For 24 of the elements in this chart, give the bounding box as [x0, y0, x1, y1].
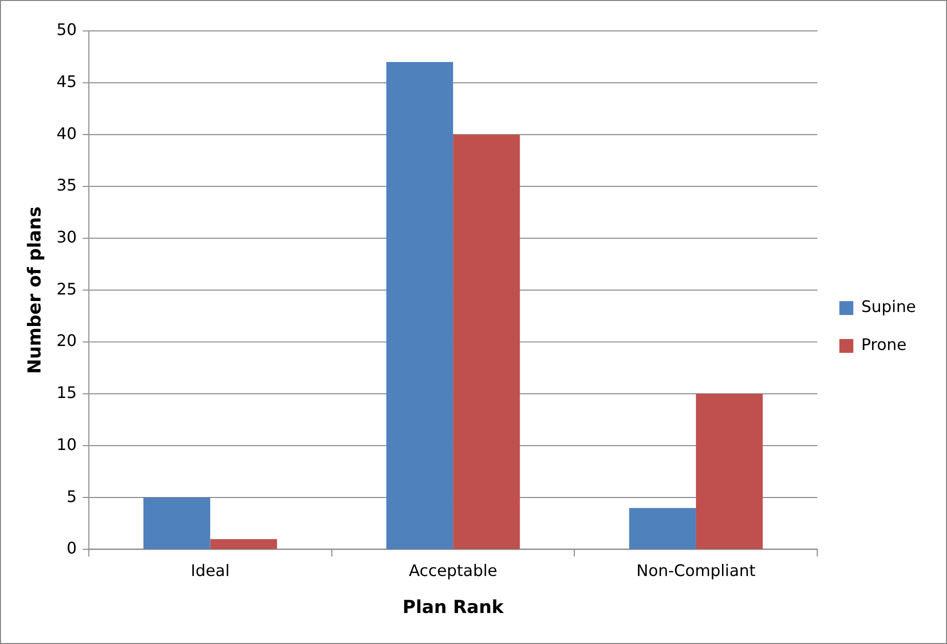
- y-axis-title: Number of plans: [24, 206, 46, 374]
- legend-label: Prone: [861, 335, 907, 354]
- bar: [453, 134, 520, 549]
- bar: [386, 62, 454, 549]
- x-axis-title: Plan Rank: [402, 596, 505, 618]
- legend-label: Supine: [861, 297, 916, 316]
- y-tick-label: 15: [56, 383, 77, 402]
- x-tick-label: Ideal: [190, 561, 230, 580]
- y-tick-label: 40: [56, 124, 77, 143]
- bar: [629, 508, 696, 549]
- y-tick-label: 25: [56, 279, 77, 298]
- y-tick-label: 20: [56, 331, 77, 350]
- y-tick-label: 5: [66, 486, 77, 506]
- x-tick-label: Non-Compliant: [636, 561, 756, 580]
- y-tick-label: 30: [56, 227, 77, 246]
- y-tick-label: 45: [56, 72, 77, 91]
- y-tick-label: 10: [56, 434, 77, 454]
- bar: [143, 498, 210, 549]
- bar: [210, 539, 277, 549]
- y-tick-label: 0: [66, 538, 77, 558]
- y-tick-label: 50: [56, 20, 77, 40]
- x-tick-label: Acceptable: [408, 561, 498, 580]
- y-tick-label: 35: [56, 176, 77, 195]
- bar: [696, 394, 763, 549]
